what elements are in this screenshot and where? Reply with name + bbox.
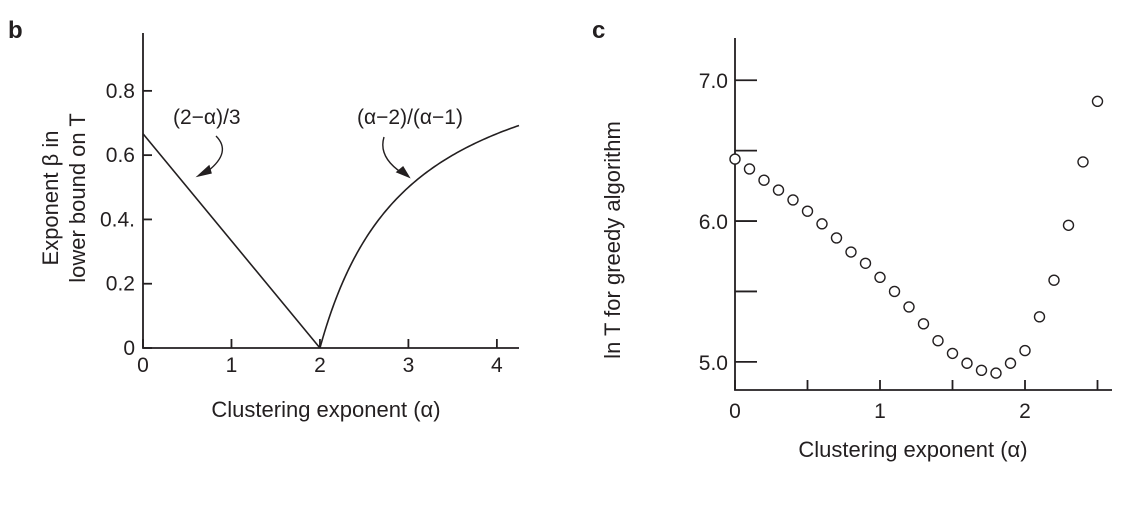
data-point [1004,357,1017,369]
data-point [816,218,828,230]
panel-b-y-axis-title-line1: Exponent β in [38,131,63,266]
data-point [946,347,959,360]
data-point [1048,274,1060,286]
panel-b-x-tick-label: 2 [314,354,326,377]
series-left-label: (2−α)/3 [173,106,241,129]
series-left-arrowhead [195,164,212,178]
data-point [888,285,901,298]
series-left-line [142,133,321,349]
data-point [1091,95,1104,108]
series-right-label: (α−2)/(α−1) [357,106,463,129]
panel-c-y-ticks: 5.0 6.0 7.0 [699,70,757,375]
panel-c-chart: c ln T for greedy algorithm 0 1 2 5.0 6.0 7.… [592,17,1112,462]
data-point [758,174,770,186]
data-point [990,367,1002,379]
data-point [975,364,988,376]
data-point [787,194,799,206]
panel-b-x-ticks: 0 1 2 3 4 [137,339,503,377]
series-right-arrowhead [395,165,411,179]
panel-b-y-tick-label: 0.6 [106,144,135,167]
panel-c-y-tick-label: 6.0 [699,211,728,234]
series-left-arrow [207,135,224,172]
panel-b-y-tick-label: 0 [123,337,135,360]
data-point [1062,219,1075,231]
data-point [1077,156,1089,168]
panel-c-label: c [592,17,605,44]
panel-c-y-tick-label: 7.0 [699,70,728,93]
panel-c-x-tick-label: 1 [874,400,886,423]
panel-c-x-tick-label: 0 [729,400,741,423]
panel-b-chart: b Exponent β in lower bound on T 0 1 2 3 4 0… [8,17,520,422]
panel-b-y-tick-label: 0.2 [106,273,135,296]
panel-b-y-axis-title: Exponent β in lower bound on T [38,113,90,283]
panel-b-x-tick-label: 4 [491,354,503,377]
panel-c-y-tick-label: 5.0 [699,352,728,375]
data-point [830,232,843,244]
data-point [772,184,785,196]
panel-b-y-tick-label: 0.8 [106,80,135,103]
panel-c-x-tick-label: 2 [1019,400,1031,423]
panel-c-x-ticks: 0 1 2 [729,380,1099,423]
data-point [729,153,741,165]
panel-b-series [142,124,520,349]
series-right-curve [319,124,520,349]
panel-c-x-axis-title: Clustering exponent (α) [798,437,1027,462]
data-point [845,246,857,258]
panel-b-y-axis-title-line2: lower bound on T [65,113,90,283]
panel-c-points [729,95,1104,379]
data-point [932,335,944,347]
panel-b-axes [142,33,519,349]
data-point [801,205,814,217]
data-point [859,257,872,269]
data-point [917,318,930,330]
panel-b-y-ticks: 0 0.2 0.4. 0.6 0.8 [100,80,152,360]
series-right-arrow [382,136,403,174]
panel-b-y-tick-label: 0.4. [100,208,135,231]
panel-b-label: b [8,17,23,44]
data-point [874,271,886,284]
data-point [961,357,973,369]
data-point [743,163,756,175]
panel-c-axes [734,38,1112,391]
panel-b-x-tick-label: 0 [137,354,149,377]
panel-b-x-tick-label: 1 [226,354,238,377]
panel-b-x-axis-title: Clustering exponent (α) [211,397,440,422]
data-point [903,301,915,313]
panel-b-x-tick-label: 3 [403,354,415,377]
data-point [1019,344,1031,357]
data-point [1033,311,1046,323]
panel-c-y-axis-title: ln T for greedy algorithm [600,121,625,359]
